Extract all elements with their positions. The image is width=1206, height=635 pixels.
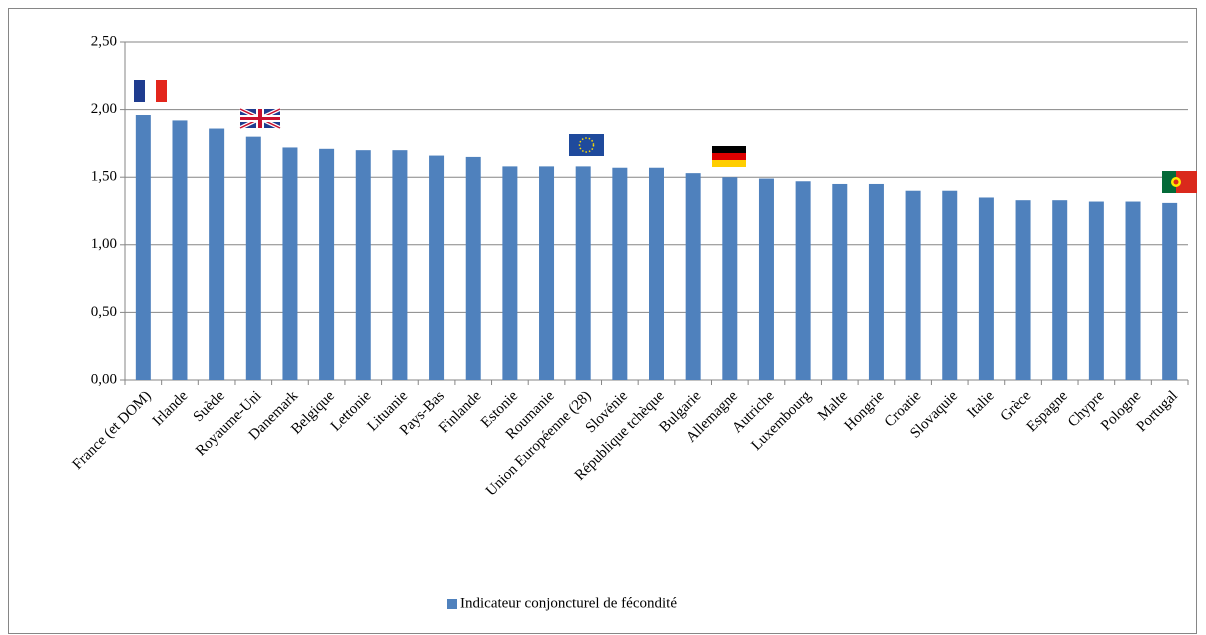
- bar: [465, 156, 481, 380]
- y-tick-label: 2,00: [91, 101, 117, 117]
- bar: [245, 136, 261, 380]
- bar: [868, 183, 884, 380]
- bar: [795, 181, 811, 380]
- bar: [282, 147, 298, 380]
- bar: [502, 166, 518, 380]
- y-tick-label: 0,50: [91, 304, 117, 320]
- bar: [1125, 201, 1141, 380]
- y-tick-label: 1,00: [91, 236, 117, 252]
- bar: [355, 150, 371, 380]
- chart-border: [8, 8, 1197, 634]
- bar: [319, 148, 335, 380]
- legend-swatch: [447, 599, 457, 609]
- bar: [539, 166, 555, 380]
- bar: [429, 155, 445, 380]
- bar: [172, 120, 188, 380]
- bar: [942, 190, 958, 380]
- bar: [832, 183, 848, 380]
- y-tick-label: 1,50: [91, 169, 117, 185]
- bar: [978, 197, 994, 380]
- bar: [905, 190, 921, 380]
- bar: [1088, 201, 1104, 380]
- flag-portugal: [1162, 171, 1197, 193]
- flag-eu: [569, 134, 604, 156]
- y-tick-label: 0,00: [91, 371, 117, 387]
- bar: [1052, 200, 1068, 380]
- flag-france: [134, 80, 167, 102]
- bar: [135, 115, 151, 381]
- bar: [1015, 200, 1031, 380]
- bar: [685, 173, 701, 380]
- bar: [209, 128, 225, 380]
- bar: [649, 167, 664, 380]
- bar: [575, 166, 591, 380]
- bar: [1162, 202, 1178, 380]
- flag-germany: [712, 146, 746, 167]
- bar: [392, 150, 408, 380]
- y-tick-label: 2,50: [91, 33, 117, 49]
- legend-label: Indicateur conjoncturel de fécondité: [460, 595, 677, 611]
- bar: [758, 178, 774, 380]
- flag-uk: [239, 107, 281, 130]
- bar: [612, 167, 628, 380]
- bar: [722, 177, 738, 380]
